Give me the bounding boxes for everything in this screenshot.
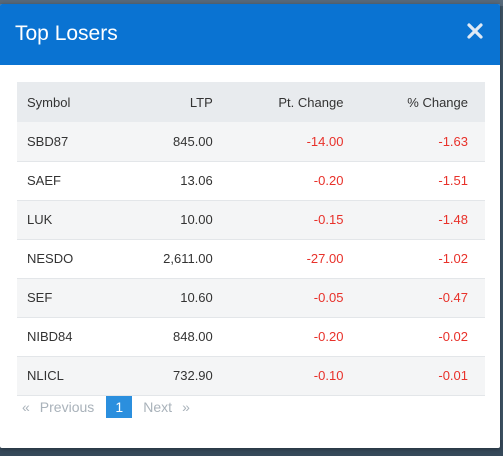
cell-pt-change: -0.20 xyxy=(313,173,344,188)
cell-ltp: 10.60 xyxy=(180,290,213,305)
dialog-header: Top Losers xyxy=(0,4,500,65)
cell-ltp: 10.00 xyxy=(180,212,213,227)
table-row: SBD87 845.00 -14.00 -1.63 xyxy=(17,122,485,161)
cell-pt-change: -0.15 xyxy=(313,212,344,227)
cell-pt-change: -14.00 xyxy=(306,133,344,149)
table-header-row: Symbol LTP Pt. Change % Change xyxy=(17,82,485,122)
page-1-button[interactable]: 1 xyxy=(106,396,133,418)
next-arrow-icon[interactable]: » xyxy=(182,399,190,415)
pagination: « Previous 1 Next » xyxy=(22,396,190,418)
losers-table: Symbol LTP Pt. Change % Change SBD87 845… xyxy=(17,82,485,396)
background-page-top xyxy=(0,0,503,6)
cell-pt-change: -0.05 xyxy=(313,290,344,305)
dialog-title: Top Losers xyxy=(15,22,118,45)
table-row: NLICL 732.90 -0.10 -0.01 xyxy=(17,356,485,395)
cell-pct-change: -1.51 xyxy=(438,173,468,188)
cell-pct-change: -0.02 xyxy=(438,329,468,344)
prev-arrow-icon[interactable]: « xyxy=(22,399,30,415)
cell-pct-change: -0.01 xyxy=(438,368,468,383)
cell-pt-change: -0.10 xyxy=(313,368,344,383)
cell-pt-change: -0.20 xyxy=(313,329,344,344)
next-page-link[interactable]: Next xyxy=(143,399,173,415)
cell-ltp: 13.06 xyxy=(180,173,213,188)
table-row: NESDO 2,611.00 -27.00 -1.02 xyxy=(17,239,485,278)
cell-ltp: 2,611.00 xyxy=(163,251,213,266)
close-button[interactable] xyxy=(466,22,484,40)
table-row: SAEF 13.06 -0.20 -1.51 xyxy=(17,161,485,200)
header-pt-change: Pt. Change xyxy=(278,94,344,110)
cell-symbol: SBD87 xyxy=(27,133,69,149)
cell-symbol: NESDO xyxy=(27,251,74,266)
cell-ltp: 845.00 xyxy=(173,133,213,149)
top-losers-dialog: Top Losers Symbol LTP Pt. Change % Chang… xyxy=(0,4,500,448)
close-icon[interactable] xyxy=(466,22,484,40)
header-pct-change: % Change xyxy=(407,94,468,110)
cell-pct-change: -1.63 xyxy=(438,133,468,149)
previous-page-link[interactable]: Previous xyxy=(39,399,95,415)
cell-pct-change: -1.02 xyxy=(438,251,468,266)
table-row: SEF 10.60 -0.05 -0.47 xyxy=(17,278,485,317)
cell-pct-change: -0.47 xyxy=(438,290,468,305)
cell-symbol: SEF xyxy=(27,290,53,305)
cell-symbol: LUK xyxy=(27,212,53,227)
cell-pt-change: -27.00 xyxy=(306,251,344,266)
cell-ltp: 848.00 xyxy=(173,329,213,344)
header-symbol: Symbol xyxy=(27,94,71,110)
cell-ltp: 732.90 xyxy=(173,368,213,383)
cell-symbol: NLICL xyxy=(27,368,64,383)
cell-pct-change: -1.48 xyxy=(438,212,468,227)
cell-symbol: SAEF xyxy=(27,173,61,188)
table-row: NIBD84 848.00 -0.20 -0.02 xyxy=(17,317,485,356)
header-ltp: LTP xyxy=(189,94,213,110)
cell-symbol: NIBD84 xyxy=(27,329,73,344)
table-row: LUK 10.00 -0.15 -1.48 xyxy=(17,200,485,239)
